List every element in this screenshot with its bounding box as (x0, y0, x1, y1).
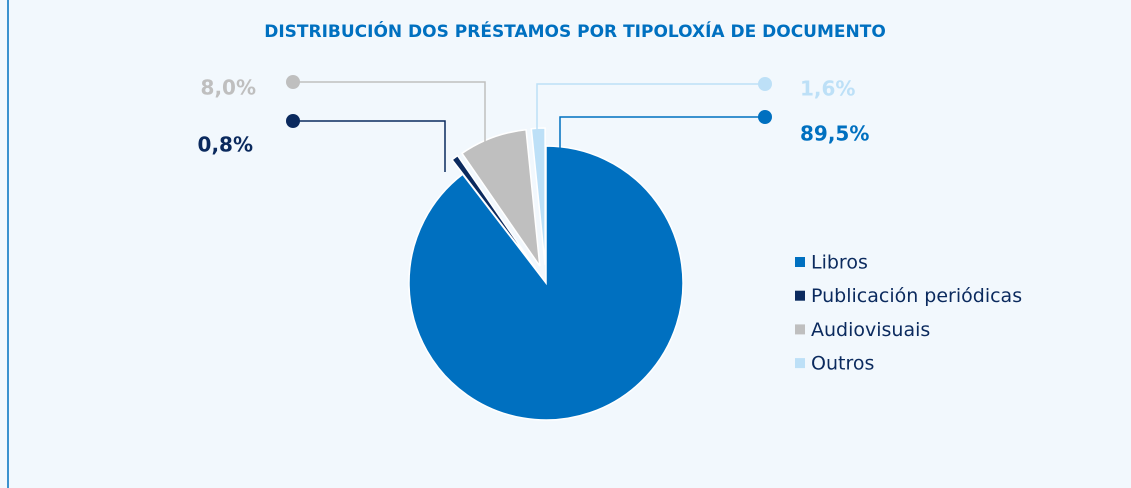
legend-marker (795, 324, 805, 335)
leader-line (293, 120, 446, 172)
legend-label: Audiovisuais (811, 319, 930, 341)
legend-marker (795, 257, 805, 267)
leader-line (559, 116, 765, 150)
data-label: 1,6% (800, 77, 855, 101)
data-label: 0,8% (198, 133, 253, 157)
leader-dot (286, 75, 300, 89)
pie-slice (408, 145, 684, 421)
pie-slice (460, 128, 541, 267)
data-label: 89,5% (800, 122, 869, 146)
pie-slice (451, 154, 537, 269)
leader-line (293, 81, 486, 142)
pie-slice (530, 127, 546, 266)
legend-marker (795, 358, 805, 369)
leader-dot (286, 114, 300, 128)
leader-line (536, 83, 765, 132)
legend-label: Publicación periódicas (811, 285, 1022, 307)
legend-marker (795, 290, 805, 301)
leader-dot (758, 77, 772, 91)
chart-title: DISTRIBUCIÓN DOS PRÉSTAMOS POR TIPOLOXÍA… (264, 20, 886, 42)
legend-label: Libros (811, 252, 868, 274)
leader-dot (758, 110, 772, 124)
data-label: 8,0% (201, 76, 256, 100)
legend-label: Outros (811, 353, 874, 375)
